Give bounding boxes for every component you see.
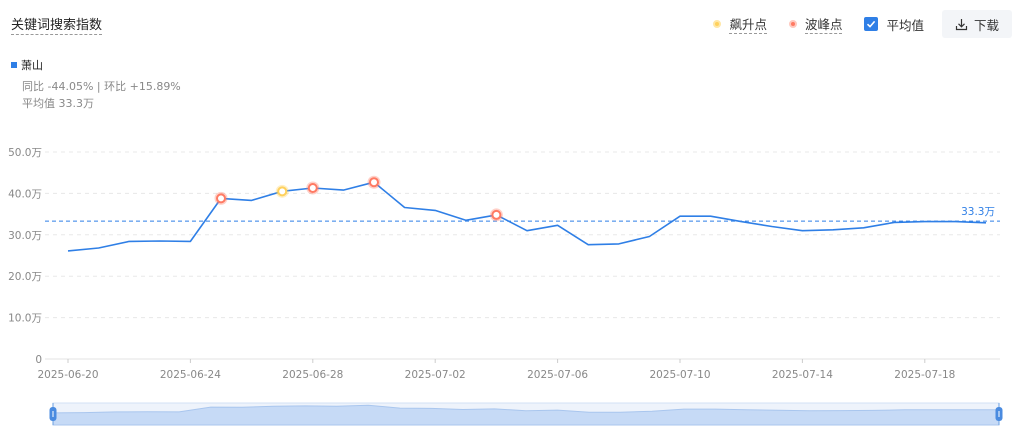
peak-point-marker[interactable] (369, 177, 379, 188)
legend-rise-label: 飙升点 (729, 14, 767, 34)
series-label: 萧山 (11, 57, 43, 73)
y-tick-label: 30.0万 (8, 230, 42, 242)
series-name: 萧山 (21, 59, 43, 72)
chart-title: 关键词搜索指数 (11, 14, 103, 35)
legend-peak-label: 波峰点 (804, 14, 843, 34)
x-tick-label: 2025-07-06 (527, 369, 588, 381)
y-tick-label: 0 (35, 354, 42, 366)
y-tick-label: 50.0万 (8, 147, 42, 159)
rise-point-marker[interactable] (277, 186, 288, 197)
range-slider-preview (52, 404, 1000, 426)
chart-toolbar: 飙升点 波峰点 平均值 下载 (713, 10, 1012, 38)
x-tick-label: 2025-06-28 (282, 369, 343, 381)
average-line-label: 33.3万 (961, 206, 995, 218)
download-label: 下载 (973, 17, 999, 33)
average-stat: 平均值 33.3万 (22, 97, 94, 110)
rise-point-icon (713, 20, 722, 28)
checkbox-checked-icon[interactable] (864, 17, 879, 31)
legend-peak-point[interactable]: 波峰点 (788, 14, 843, 34)
x-tick-label: 2025-07-02 (405, 369, 466, 381)
x-tick-label: 2025-07-14 (772, 369, 833, 381)
average-toggle[interactable]: 平均值 (864, 15, 924, 34)
y-tick-label: 20.0万 (8, 271, 42, 283)
y-tick-label: 10.0万 (8, 313, 42, 325)
peak-point-marker[interactable] (491, 209, 502, 220)
peak-point-marker[interactable] (307, 183, 318, 194)
series-line (67, 181, 987, 252)
series-color-swatch (11, 62, 17, 68)
average-toggle-label: 平均值 (886, 17, 924, 33)
x-tick-label: 2025-06-20 (37, 369, 98, 381)
x-tick-label: 2025-07-10 (649, 369, 710, 381)
compare-stat: 同比 -44.05% | 环比 +15.89% (22, 80, 181, 93)
peak-point-marker[interactable] (216, 193, 226, 204)
download-button[interactable]: 下载 (941, 10, 1012, 38)
x-tick-label: 2025-06-24 (160, 369, 221, 381)
x-tick-label: 2025-07-18 (894, 369, 955, 381)
legend-rise-point[interactable]: 飙升点 (713, 14, 767, 34)
download-icon (955, 18, 968, 30)
y-tick-label: 40.0万 (8, 188, 42, 200)
peak-point-icon (788, 20, 797, 28)
